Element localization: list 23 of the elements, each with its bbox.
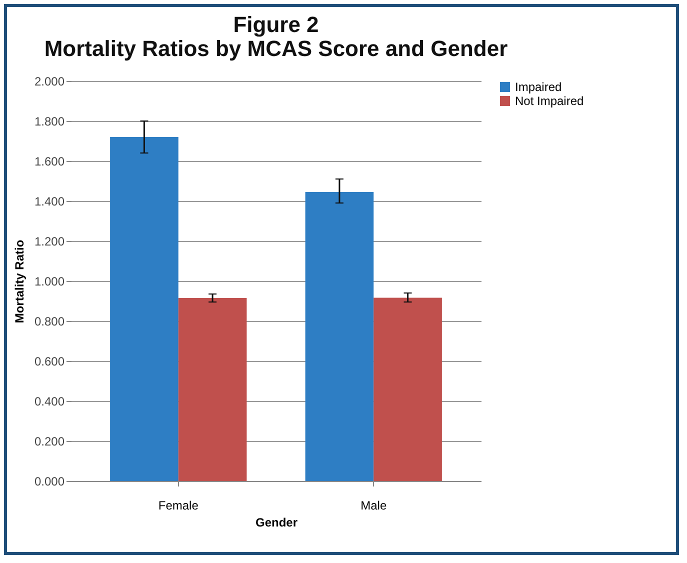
y-tick-label: 1.200: [34, 234, 65, 248]
bar: [305, 192, 374, 481]
x-axis-title: Gender: [255, 516, 298, 530]
bar: [110, 137, 178, 481]
legend-label: Impaired: [515, 80, 562, 94]
y-tick-label: 1.400: [34, 194, 65, 208]
text: Figure 2: [233, 12, 319, 37]
x-tick-label: Female: [158, 498, 199, 512]
y-tick-label: 1.800: [34, 114, 65, 128]
y-tick-label: 0.200: [34, 434, 65, 448]
bar: [374, 298, 442, 481]
y-tick-label: 2.000: [34, 74, 65, 88]
legend-label: Not Impaired: [515, 94, 584, 108]
y-axis-title: Mortality Ratio: [12, 240, 26, 324]
y-tick-label: 1.600: [34, 154, 65, 168]
y-tick-label: 1.000: [34, 274, 65, 288]
y-tick-label: 0.000: [34, 474, 65, 488]
y-tick-label: 0.600: [34, 354, 65, 368]
y-tick-label: 0.400: [34, 394, 65, 408]
bar: [178, 298, 247, 481]
x-tick-label: Male: [360, 498, 387, 512]
y-tick-label: 0.800: [34, 314, 65, 328]
text: Mortality Ratios by MCAS Score and Gender: [44, 36, 508, 61]
